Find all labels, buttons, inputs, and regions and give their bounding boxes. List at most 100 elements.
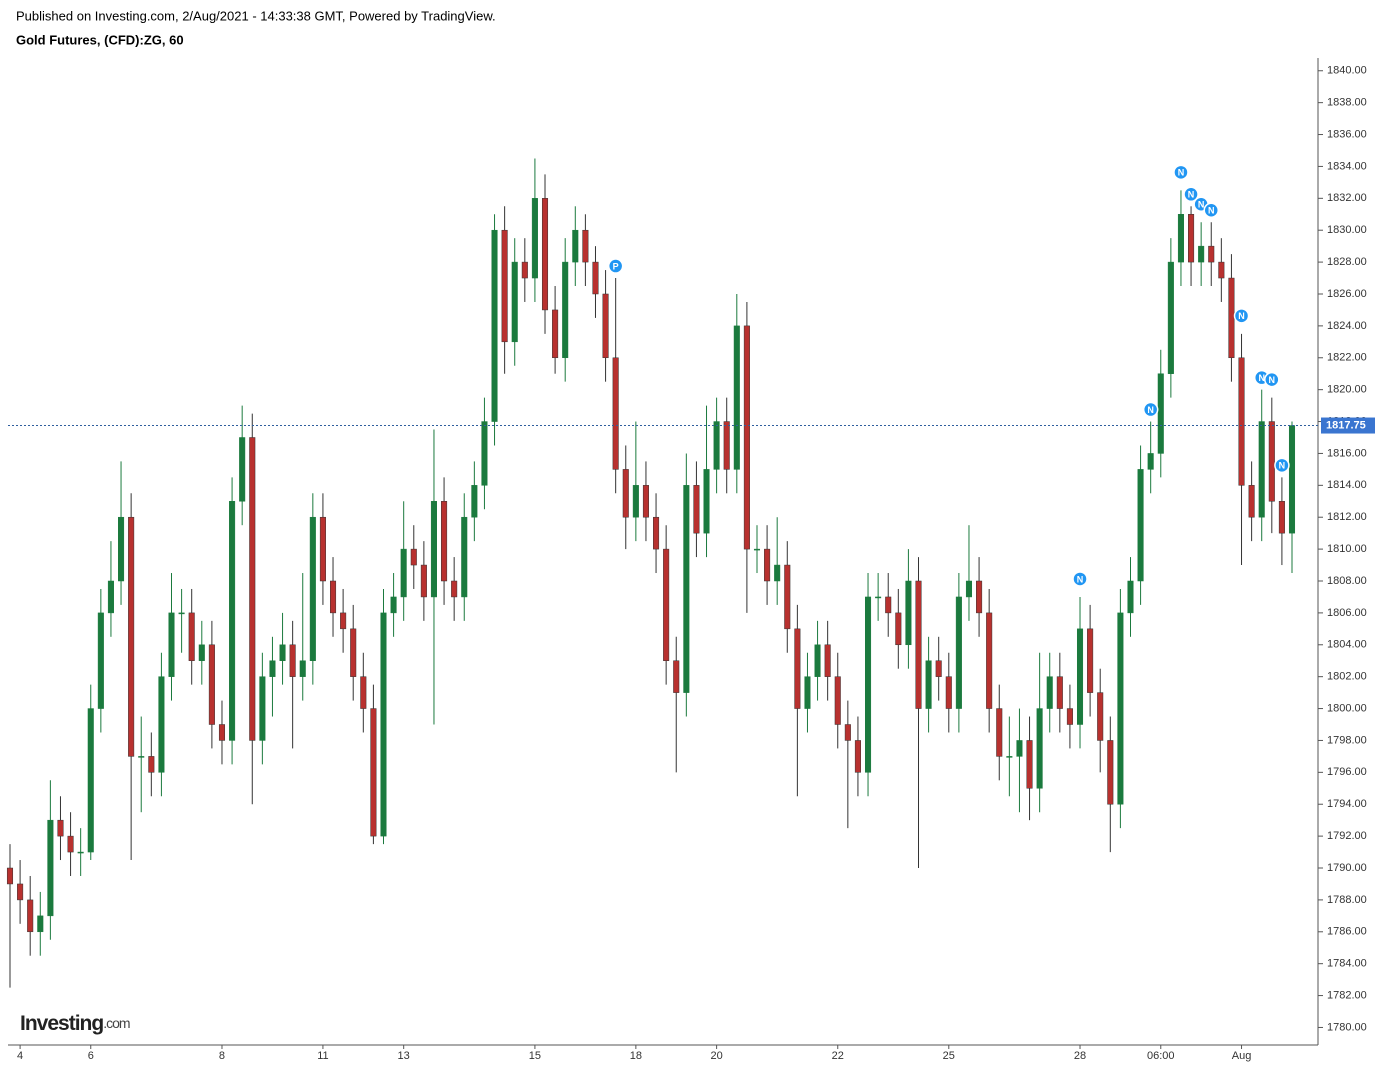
event-label: N (1279, 461, 1286, 471)
y-tick-label: 1782.00 (1327, 989, 1367, 1001)
candle-body (683, 485, 690, 693)
candle-body (814, 644, 821, 677)
event-label: N (1188, 190, 1195, 200)
y-tick-label: 1786.00 (1327, 926, 1367, 938)
candle-body (1198, 245, 1205, 263)
candle-body (784, 564, 791, 630)
candle-body (138, 756, 145, 758)
candle-body (400, 548, 407, 598)
y-tick-label: 1792.00 (1327, 830, 1367, 842)
candle-body (1268, 421, 1275, 502)
candle-body (299, 660, 306, 677)
candle-body (824, 644, 831, 677)
y-tick-label: 1806.00 (1327, 607, 1367, 619)
x-tick-label: 11 (317, 1050, 328, 1062)
candle-body (1167, 261, 1174, 374)
candle-body (865, 596, 872, 773)
candle-body (875, 596, 882, 599)
event-marker (1274, 457, 1290, 474)
event-marker (1072, 571, 1088, 587)
candle-body (834, 676, 841, 725)
logo: Investing.com (20, 1012, 130, 1035)
candle-body (1177, 214, 1184, 263)
candle-body (1046, 676, 1053, 709)
candle-body (653, 516, 660, 550)
candle-body (239, 437, 246, 502)
candle-body (1076, 628, 1084, 725)
candle-body (410, 548, 417, 566)
candle-body (1006, 756, 1013, 758)
candle-body (1117, 612, 1124, 805)
candle-body (1218, 261, 1225, 279)
candle-body (935, 660, 942, 677)
candle-body (602, 293, 609, 359)
event-marker (607, 258, 624, 274)
candle-body (87, 708, 94, 853)
candle-body (420, 564, 427, 598)
event-label: N (1198, 200, 1205, 210)
candle-body (309, 516, 316, 661)
y-tick-label: 1824.00 (1327, 320, 1367, 332)
candle-body (1087, 628, 1094, 693)
y-tick-label: 1802.00 (1327, 671, 1367, 683)
candle-body (491, 229, 498, 422)
candle-body (996, 708, 1003, 757)
candle-body (57, 819, 64, 837)
candle-body (915, 580, 922, 709)
candle-body (188, 612, 195, 661)
candle-body (743, 325, 750, 550)
y-tick-label: 1800.00 (1327, 702, 1367, 714)
logo-main: Investing (20, 1012, 103, 1035)
y-tick-label: 1780.00 (1327, 1021, 1367, 1033)
candle-body (521, 261, 528, 279)
candle-body (753, 548, 761, 551)
candle-body (1026, 740, 1033, 789)
logo-suffix: .com (103, 1015, 130, 1031)
candle-body (976, 580, 983, 614)
x-tick-label: 13 (398, 1050, 410, 1062)
y-tick-label: 1796.00 (1327, 766, 1367, 778)
candle-body (6, 867, 14, 885)
candle-body (107, 580, 114, 614)
candle-body (158, 676, 165, 773)
event-marker (1233, 308, 1250, 324)
candle-body (441, 501, 448, 582)
candle-body (17, 883, 24, 901)
candle-body (572, 229, 579, 263)
candle-body (319, 516, 326, 582)
candle-body (380, 612, 387, 837)
x-tick-label: 06:00 (1147, 1050, 1175, 1062)
candle-body (340, 612, 347, 630)
candle-body (885, 596, 892, 614)
y-tick-label: 1798.00 (1327, 734, 1367, 746)
x-tick-label: 22 (832, 1050, 844, 1062)
x-tick-label: 8 (219, 1050, 225, 1062)
event-label: N (1208, 206, 1215, 216)
candle-body (592, 261, 599, 295)
candle-body (218, 724, 226, 741)
y-tick-label: 1828.00 (1327, 256, 1367, 268)
candle-body (844, 724, 851, 741)
y-tick-label: 1830.00 (1327, 224, 1367, 236)
candle-body (582, 229, 589, 263)
y-tick-label: 1794.00 (1327, 798, 1367, 810)
y-tick-label: 1820.00 (1327, 384, 1367, 396)
x-tick-label: 18 (630, 1050, 642, 1062)
y-tick-label: 1814.00 (1327, 479, 1367, 491)
candle-body (27, 899, 34, 933)
x-tick-label: 15 (529, 1050, 541, 1062)
y-tick-label: 1838.00 (1327, 97, 1367, 109)
y-tick-label: 1784.00 (1327, 958, 1367, 970)
candle-body (774, 564, 781, 582)
y-tick-label: 1808.00 (1327, 575, 1367, 587)
candle-body (1188, 214, 1195, 263)
candle-body (945, 676, 952, 709)
event-label: N (1238, 311, 1245, 321)
y-tick-label: 1836.00 (1327, 128, 1367, 140)
x-tick-label: 20 (710, 1050, 722, 1062)
candle-body (1147, 453, 1154, 470)
candle-body (1238, 357, 1245, 486)
y-tick-label: 1804.00 (1327, 639, 1367, 651)
